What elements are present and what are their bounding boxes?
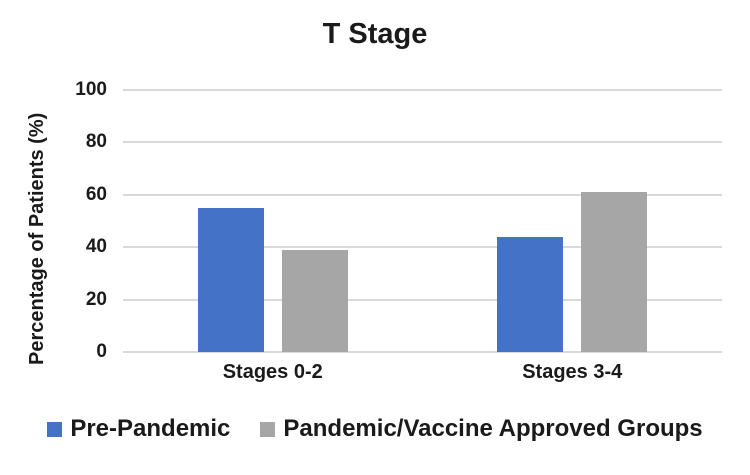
gridline-0 xyxy=(123,351,722,353)
gridline-80 xyxy=(123,141,722,144)
x-category-label-2: Stages 3-4 xyxy=(522,361,623,383)
legend-label: Pre-Pandemic xyxy=(70,415,231,442)
legend-item-pandemic-vaccine-approved-groups: Pandemic/Vaccine Approved Groups xyxy=(260,415,703,443)
y-tick-label-0: 0 xyxy=(96,341,107,362)
bar-pre-pandemic-stages-0-2 xyxy=(197,207,264,352)
legend-label: Pandemic/Vaccine Approved Groups xyxy=(283,415,703,442)
chart-title: T Stage xyxy=(322,18,428,50)
y-tick-label-40: 40 xyxy=(85,236,107,258)
y-tick-label-60: 60 xyxy=(85,183,107,205)
bar-pandemic-vaccine-approved-groups-stages-3-4 xyxy=(581,192,648,352)
bar-pandemic-vaccine-approved-groups-stages-0-2 xyxy=(281,249,348,352)
gridline-40 xyxy=(123,246,722,249)
gridline-20 xyxy=(123,298,722,301)
legend-swatch-icon xyxy=(260,421,276,437)
y-tick-label-80: 80 xyxy=(85,131,107,153)
legend: Pre-Pandemic Pandemic/Vaccine Approved Gr… xyxy=(0,415,750,443)
gridline-100 xyxy=(123,89,722,91)
plot-area xyxy=(123,89,722,353)
legend-item-pre-pandemic: Pre-Pandemic xyxy=(47,415,230,443)
gridline-60 xyxy=(123,193,722,196)
y-tick-label-100: 100 xyxy=(75,79,107,100)
x-category-label-1: Stages 0-2 xyxy=(222,361,323,383)
y-tick-label-20: 20 xyxy=(85,288,107,310)
bar-pre-pandemic-stages-3-4 xyxy=(497,236,564,352)
legend-swatch-icon xyxy=(47,421,63,437)
